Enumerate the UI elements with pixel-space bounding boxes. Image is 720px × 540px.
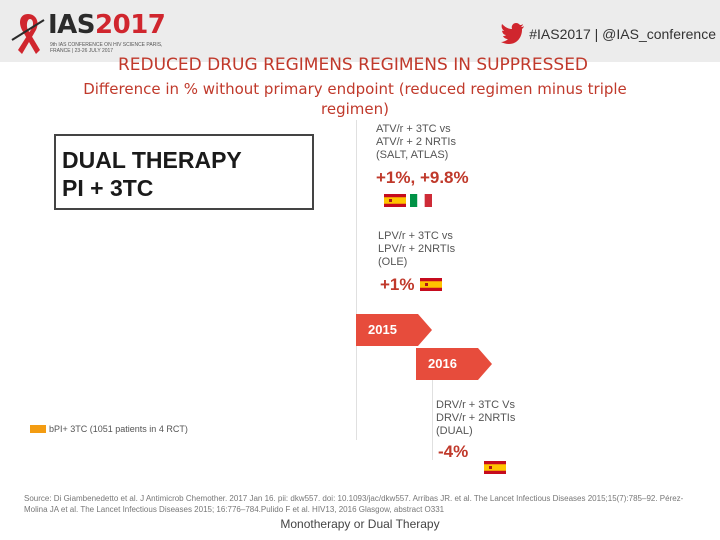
hashtag-banner: #IAS2017 | @IAS_conference bbox=[501, 23, 716, 45]
slide-header: IAS2017 9th IAS CONFERENCE ON HIV SCIENC… bbox=[0, 0, 720, 62]
dual-therapy-regimen: PI + 3TC bbox=[62, 175, 154, 201]
arrow-chevron-icon bbox=[356, 314, 432, 346]
study-lpv-result: +1% bbox=[380, 275, 415, 294]
year-2015-marker: 2015 bbox=[356, 314, 432, 346]
timeline-axis-lower bbox=[432, 350, 433, 460]
source-citation: Source: Di Giambenedetto et al. J Antimi… bbox=[24, 494, 684, 514]
study-drv-result: -4% bbox=[438, 442, 469, 461]
year-2016-marker: 2016 bbox=[416, 348, 492, 380]
italy-flag-icon bbox=[410, 194, 432, 207]
dual-therapy-box: DUAL THERAPY PI + 3TC bbox=[54, 134, 314, 210]
slide-subtitle: Difference in % without primary endpoint… bbox=[83, 80, 627, 118]
study-drv-label: DRV/r + 3TC Vs DRV/r + 2NRTIs (DUAL) bbox=[436, 399, 516, 437]
spain-flag-icon bbox=[484, 461, 506, 474]
arrow-chevron-icon bbox=[416, 348, 492, 380]
dual-therapy-heading: DUAL THERAPY bbox=[62, 147, 242, 173]
legend-text: bPI+ 3TC (1051 patients in 4 RCT) bbox=[49, 424, 188, 434]
study-atv-label: ATV/r + 3TC vs ATV/r + 2 NRTIs (SALT, AT… bbox=[376, 123, 456, 161]
twitter-bird-icon bbox=[501, 23, 525, 44]
slide-footer: Monotherapy or Dual Therapy bbox=[280, 517, 440, 531]
ribbon-icon bbox=[11, 14, 45, 54]
timeline-axis bbox=[356, 120, 357, 440]
legend: bPI+ 3TC (1051 patients in 4 RCT) bbox=[30, 424, 188, 434]
study-atv-result: +1%, +9.8% bbox=[376, 168, 469, 187]
conference-logo: IAS2017 9th IAS CONFERENCE ON HIV SCIENC… bbox=[6, 4, 176, 58]
spain-flag-icon bbox=[420, 278, 442, 291]
legend-swatch bbox=[30, 425, 46, 433]
logo-subtitle: 9th IAS CONFERENCE ON HIV SCIENCE PARIS,… bbox=[50, 42, 163, 54]
slide-title: REDUCED DRUG REGIMENS REGIMENS IN SUPPRE… bbox=[117, 55, 589, 75]
spain-flag-icon bbox=[384, 194, 406, 207]
hashtag-text: #IAS2017 | @IAS_conference bbox=[529, 26, 716, 42]
logo-wordmark: IAS2017 bbox=[48, 10, 166, 40]
study-lpv-label: LPV/r + 3TC vs LPV/r + 2NRTIs (OLE) bbox=[378, 230, 456, 268]
